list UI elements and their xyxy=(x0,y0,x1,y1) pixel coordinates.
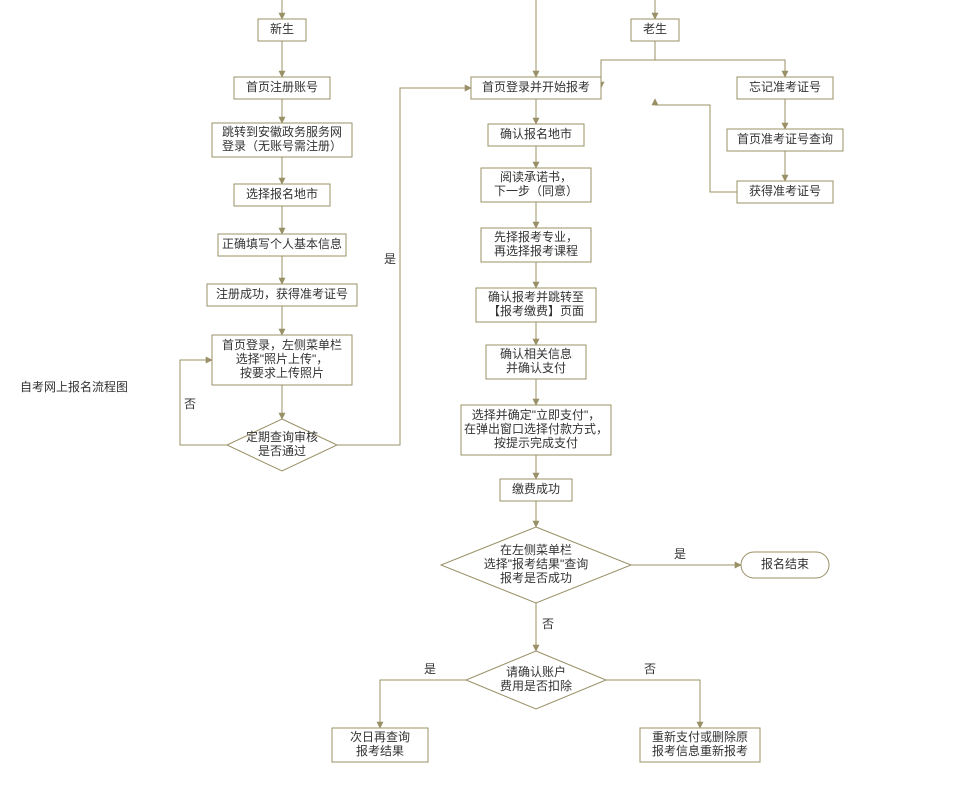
node-text: 报名结束 xyxy=(761,556,809,571)
node-text: 新生 xyxy=(270,21,294,36)
flowchart-canvas: 否是是否是否新生老生首页注册账号跳转到安徽政务服务网登录（无账号需注册）选择报名… xyxy=(0,0,961,802)
node-text: 选择"照片上传"， xyxy=(236,351,329,366)
node-text: 缴费成功 xyxy=(512,481,560,496)
node-n_confirm: 确认报考并跳转至【报考缴费】页面 xyxy=(476,288,596,322)
node-n_got: 获得准考证号 xyxy=(737,181,833,203)
node-text: 是否通过 xyxy=(258,444,306,458)
node-text: 确认报考并跳转至 xyxy=(488,289,584,304)
node-text: 首页登录并开始报考 xyxy=(482,79,590,94)
node-text: 报考是否成功 xyxy=(500,570,572,585)
node-text: 确认报名地市 xyxy=(500,126,572,141)
node-n_regok: 注册成功，获得准考证号 xyxy=(207,284,357,306)
node-n_photo: 首页登录，左侧菜单栏选择"照片上传"，按要求上传照片 xyxy=(212,335,352,385)
node-n_login: 首页登录并开始报考 xyxy=(471,77,601,99)
node-text: 在左侧菜单栏 xyxy=(500,542,572,557)
node-text: 老生 xyxy=(643,22,667,36)
node-text: 获得准考证号 xyxy=(749,183,821,198)
node-text: 登录（无账号需注册） xyxy=(222,138,342,153)
node-text: 忘记准考证号 xyxy=(749,79,821,94)
node-n_city2: 确认报名地市 xyxy=(488,124,584,146)
node-n_end: 报名结束 xyxy=(741,552,829,578)
edge-label: 是 xyxy=(424,662,436,676)
edge xyxy=(655,60,785,77)
node-text: 确认相关信息 xyxy=(500,346,572,361)
node-text: 并确认支付 xyxy=(506,361,566,375)
node-text: 在弹出窗口选择付款方式， xyxy=(464,421,608,436)
diagram-caption: 自考网上报名流程图 xyxy=(20,379,128,394)
edge xyxy=(601,41,655,88)
edge-label: 是 xyxy=(674,547,686,561)
node-n_audit: 定期查询审核是否通过 xyxy=(227,419,337,471)
node-n_next: 次日再查询报考结果 xyxy=(332,728,428,762)
node-n_new: 新生 xyxy=(258,19,306,41)
node-n_city1: 选择报名地市 xyxy=(234,184,330,206)
node-n_forgot: 忘记准考证号 xyxy=(737,77,833,99)
node-text: 报考结果 xyxy=(356,743,404,758)
node-n_deduct: 请确认账户费用是否扣除 xyxy=(466,651,606,709)
node-n_paymode: 选择并确定"立即支付"，在弹出窗口选择付款方式，按提示完成支付 xyxy=(461,405,611,455)
node-n_repay: 重新支付或删除原报考信息重新报考 xyxy=(640,728,760,762)
node-n_promise: 阅读承诺书，下一步（同意） xyxy=(481,168,591,202)
node-text: 定期查询审核 xyxy=(246,429,318,444)
node-text: 首页注册账号 xyxy=(246,79,318,94)
node-text: 重新支付或删除原 xyxy=(652,729,748,744)
node-text: 【报考缴费】页面 xyxy=(488,303,584,318)
edge-label: 是 xyxy=(384,252,396,266)
node-text: 选择并确定"立即支付"， xyxy=(472,407,601,422)
node-text: 按要求上传照片 xyxy=(240,365,324,380)
node-n_info: 正确填写个人基本信息 xyxy=(218,234,346,256)
node-text: 请确认账户 xyxy=(506,664,566,679)
node-n_reg: 首页注册账号 xyxy=(234,77,330,99)
node-text: 费用是否扣除 xyxy=(500,678,572,693)
node-n_jump: 跳转到安徽政务服务网登录（无账号需注册） xyxy=(212,123,352,157)
node-text: 注册成功，获得准考证号 xyxy=(216,286,348,301)
edge-label: 否 xyxy=(184,397,196,411)
node-text: 先择报考专业， xyxy=(494,229,578,244)
edge xyxy=(380,680,466,728)
node-n_major: 先择报考专业，再选择报考课程 xyxy=(481,228,591,262)
node-text: 首页登录，左侧菜单栏 xyxy=(222,337,342,352)
node-text: 报考信息重新报考 xyxy=(652,743,748,758)
edge xyxy=(606,680,700,728)
edge-label: 否 xyxy=(542,617,554,631)
edge xyxy=(655,99,737,192)
edge xyxy=(337,88,471,445)
node-text: 首页准考证号查询 xyxy=(737,132,833,146)
node-n_payinfo: 确认相关信息并确认支付 xyxy=(486,345,586,379)
node-text: 正确填写个人基本信息 xyxy=(222,236,342,251)
node-text: 次日再查询 xyxy=(350,730,410,744)
node-n_old: 老生 xyxy=(631,19,679,41)
node-n_result: 在左侧菜单栏选择"报考结果"查询报考是否成功 xyxy=(441,527,631,603)
node-text: 选择"报考结果"查询 xyxy=(484,556,589,571)
node-text: 再选择报考课程 xyxy=(494,243,578,258)
node-n_payok: 缴费成功 xyxy=(500,479,572,501)
node-text: 跳转到安徽政务服务网 xyxy=(222,124,342,139)
node-text: 选择报名地市 xyxy=(246,186,318,201)
edge-label: 否 xyxy=(644,662,656,676)
node-text: 阅读承诺书， xyxy=(500,170,572,184)
node-text: 按提示完成支付 xyxy=(494,435,578,450)
node-n_query: 首页准考证号查询 xyxy=(727,129,843,151)
node-text: 下一步（同意） xyxy=(494,183,578,198)
